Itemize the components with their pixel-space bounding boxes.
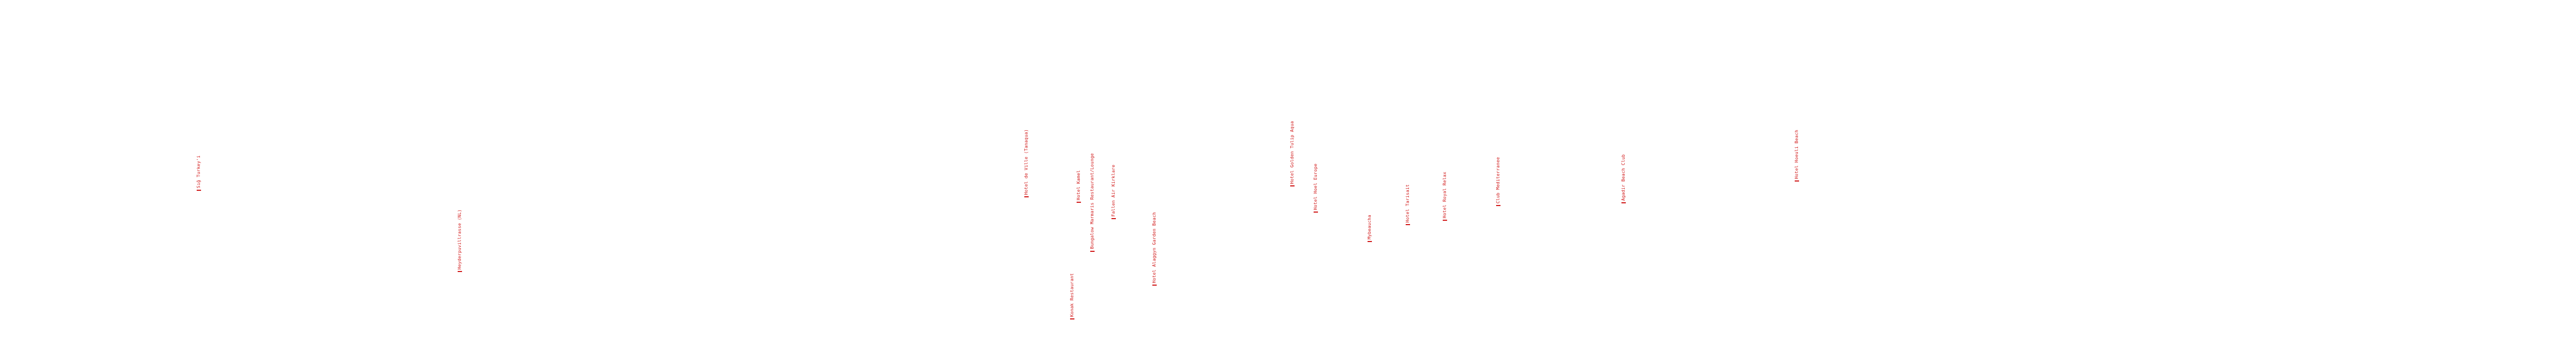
poi-pin [1077, 202, 1081, 203]
poi-label: Heyderpuvillrasse (NL) [457, 209, 462, 269]
poi-label: Mybeaucha [1367, 214, 1372, 239]
poi-pin [458, 271, 462, 272]
poi-marker[interactable]: Mybeaucha [1366, 215, 1374, 242]
poi-pin [1290, 185, 1295, 186]
poi-label: Hotel Golden Tulip Aqua [1290, 120, 1295, 184]
poi-label: Hotel Royal Relax [1442, 171, 1447, 218]
poi-marker[interactable]: Hotel Royal Relax [1441, 172, 1449, 221]
poi-marker[interactable]: Hotel Golden Tulip Aqua [1289, 121, 1296, 186]
poi-pin [1070, 318, 1074, 319]
poi-marker[interactable]: Agadir Beach Club [1620, 154, 1627, 203]
poi-label: Hotel Alaggyn Garden Beach [1152, 212, 1157, 283]
poi-label: Konak Restaurant [1070, 273, 1074, 317]
poi-marker[interactable]: Fallen Air Kirklare [1110, 165, 1117, 219]
poi-marker[interactable]: Club Mediterranee [1494, 157, 1502, 206]
poi-label: Hotel de Ville (Tanaqua) [1024, 129, 1029, 195]
poi-label: Hotel Kamel [1076, 170, 1081, 200]
poi-pin [1443, 220, 1447, 221]
poi-marker[interactable]: Hotel Kamel [1075, 170, 1083, 203]
poi-pin [1111, 218, 1116, 219]
poi-label: Agadir Beach Club [1621, 154, 1626, 201]
poi-pin [197, 190, 201, 191]
poi-marker[interactable]: Sığ Turkey'i [195, 155, 203, 191]
poi-label: Bungalow Marmaris Restaurant/Lounge [1090, 153, 1095, 249]
poi-label: Fallen Air Kirklare [1111, 164, 1116, 216]
poi-marker[interactable]: Hotel de Ville (Tanaqua) [1023, 129, 1030, 197]
poi-pin [1368, 241, 1372, 242]
poi-pin [1621, 202, 1626, 203]
poi-pin [1090, 251, 1095, 252]
poi-marker[interactable]: Hotel Tarisait [1404, 184, 1412, 225]
poi-marker[interactable]: Hotel Alaggyn Garden Beach [1151, 212, 1158, 286]
poi-pin [1496, 205, 1500, 206]
poi-marker[interactable]: Heyderpuvillrasse (NL) [456, 209, 464, 272]
poi-marker[interactable]: Hotel Hoel Europe [1312, 164, 1320, 213]
poi-marker[interactable]: Konak Restaurant [1068, 273, 1076, 319]
poi-pin [1152, 285, 1157, 286]
poi-label: Club Mediterranee [1496, 156, 1500, 203]
poi-pin [1314, 212, 1318, 213]
poi-pin [1024, 196, 1029, 197]
poi-pin [1406, 224, 1410, 225]
poi-label: Hotel Hoeuli Beach [1794, 129, 1799, 179]
poi-marker[interactable]: Hotel Hoeuli Beach [1793, 130, 1801, 182]
poi-label: Hotel Hoel Europe [1313, 163, 1318, 210]
poi-label: Hotel Tarisait [1405, 184, 1410, 222]
poi-pin [1795, 180, 1799, 182]
poi-marker[interactable]: Bungalow Marmaris Restaurant/Lounge [1089, 153, 1096, 252]
poi-label: Sığ Turkey'i [196, 155, 201, 188]
